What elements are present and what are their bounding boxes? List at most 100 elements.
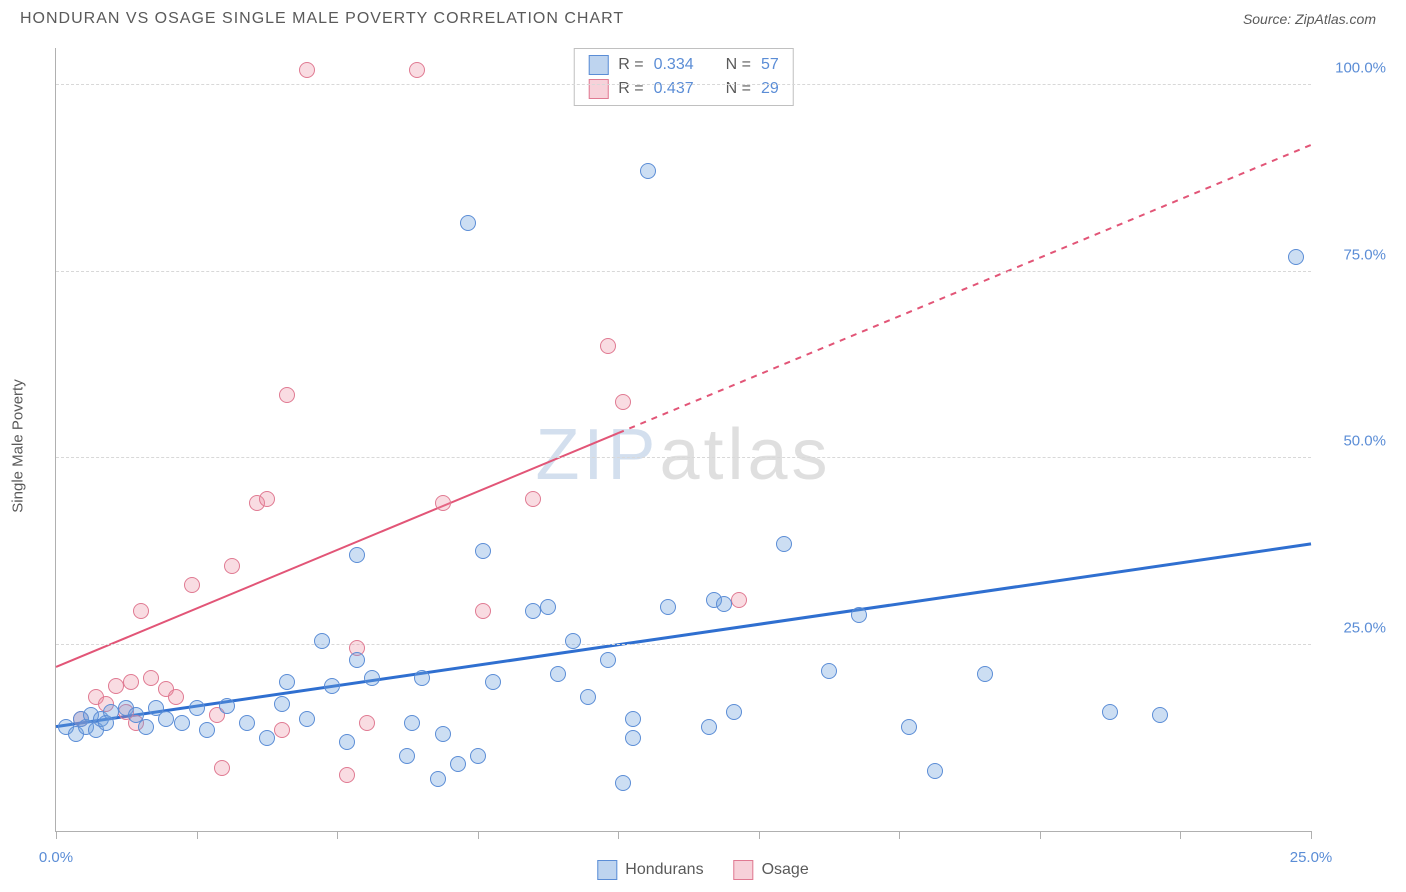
data-point <box>450 756 466 772</box>
gridline <box>56 457 1311 458</box>
r-value-hondurans: 0.334 <box>654 56 694 74</box>
data-point <box>580 689 596 705</box>
data-point <box>776 536 792 552</box>
data-point <box>274 696 290 712</box>
stats-row-hondurans: R = 0.334 N = 57 <box>588 53 779 77</box>
data-point <box>214 760 230 776</box>
data-point <box>184 577 200 593</box>
data-point <box>977 666 993 682</box>
stats-legend-box: R = 0.334 N = 57 R = 0.437 N = 29 <box>573 48 794 106</box>
chart-title: HONDURAN VS OSAGE SINGLE MALE POVERTY CO… <box>20 10 624 28</box>
data-point <box>349 547 365 563</box>
legend-label-hondurans: Hondurans <box>625 861 703 879</box>
data-point <box>851 607 867 623</box>
data-point <box>279 674 295 690</box>
data-point <box>1288 249 1304 265</box>
trend-lines <box>56 48 1311 831</box>
data-point <box>600 652 616 668</box>
data-point <box>565 633 581 649</box>
x-tick <box>197 831 198 839</box>
data-point <box>404 715 420 731</box>
data-point <box>219 698 235 714</box>
data-point <box>399 748 415 764</box>
data-point <box>259 730 275 746</box>
r-value-osage: 0.437 <box>654 80 694 98</box>
legend-item-osage: Osage <box>734 860 809 880</box>
data-point <box>123 674 139 690</box>
series-legend: Hondurans Osage <box>597 860 808 880</box>
swatch-osage-icon <box>588 79 608 99</box>
data-point <box>460 215 476 231</box>
source-prefix: Source: <box>1243 11 1295 27</box>
n-value-hondurans: 57 <box>761 56 779 74</box>
data-point <box>625 711 641 727</box>
gridline <box>56 644 1311 645</box>
data-point <box>540 599 556 615</box>
swatch-hondurans-icon <box>597 860 617 880</box>
data-point <box>274 722 290 738</box>
data-point <box>901 719 917 735</box>
x-tick <box>1040 831 1041 839</box>
x-tick-label: 0.0% <box>39 849 73 866</box>
data-point <box>701 719 717 735</box>
x-tick <box>618 831 619 839</box>
x-tick <box>1311 831 1312 839</box>
data-point <box>224 558 240 574</box>
data-point <box>339 767 355 783</box>
data-point <box>615 394 631 410</box>
x-tick <box>478 831 479 839</box>
data-point <box>625 730 641 746</box>
data-point <box>525 491 541 507</box>
data-point <box>174 715 190 731</box>
r-label: R = <box>618 80 643 98</box>
y-tick-label: 75.0% <box>1321 246 1386 263</box>
n-label: N = <box>726 56 751 74</box>
data-point <box>324 678 340 694</box>
gridline <box>56 84 1311 85</box>
r-label: R = <box>618 56 643 74</box>
data-point <box>600 338 616 354</box>
data-point <box>133 603 149 619</box>
data-point <box>821 663 837 679</box>
data-point <box>168 689 184 705</box>
data-point <box>435 726 451 742</box>
x-tick <box>899 831 900 839</box>
data-point <box>108 678 124 694</box>
data-point <box>475 603 491 619</box>
data-point <box>158 711 174 727</box>
data-point <box>414 670 430 686</box>
data-point <box>199 722 215 738</box>
data-point <box>731 592 747 608</box>
x-tick-label: 25.0% <box>1290 849 1333 866</box>
x-tick <box>1180 831 1181 839</box>
data-point <box>314 633 330 649</box>
data-point <box>475 543 491 559</box>
data-point <box>409 62 425 78</box>
n-value-osage: 29 <box>761 80 779 98</box>
y-axis-label: Single Male Poverty <box>10 379 27 512</box>
source-attribution: Source: ZipAtlas.com <box>1243 11 1376 27</box>
data-point <box>525 603 541 619</box>
data-point <box>143 670 159 686</box>
data-point <box>279 387 295 403</box>
data-point <box>364 670 380 686</box>
data-point <box>259 491 275 507</box>
n-label: N = <box>726 80 751 98</box>
data-point <box>660 599 676 615</box>
data-point <box>1152 707 1168 723</box>
data-point <box>726 704 742 720</box>
data-point <box>349 652 365 668</box>
data-point <box>299 62 315 78</box>
gridline <box>56 271 1311 272</box>
data-point <box>299 711 315 727</box>
x-tick <box>759 831 760 839</box>
source-name: ZipAtlas.com <box>1295 11 1376 27</box>
data-point <box>640 163 656 179</box>
y-tick-label: 100.0% <box>1321 60 1386 77</box>
data-point <box>470 748 486 764</box>
data-point <box>430 771 446 787</box>
data-point <box>927 763 943 779</box>
legend-item-hondurans: Hondurans <box>597 860 703 880</box>
data-point <box>339 734 355 750</box>
chart-header: HONDURAN VS OSAGE SINGLE MALE POVERTY CO… <box>0 0 1406 33</box>
